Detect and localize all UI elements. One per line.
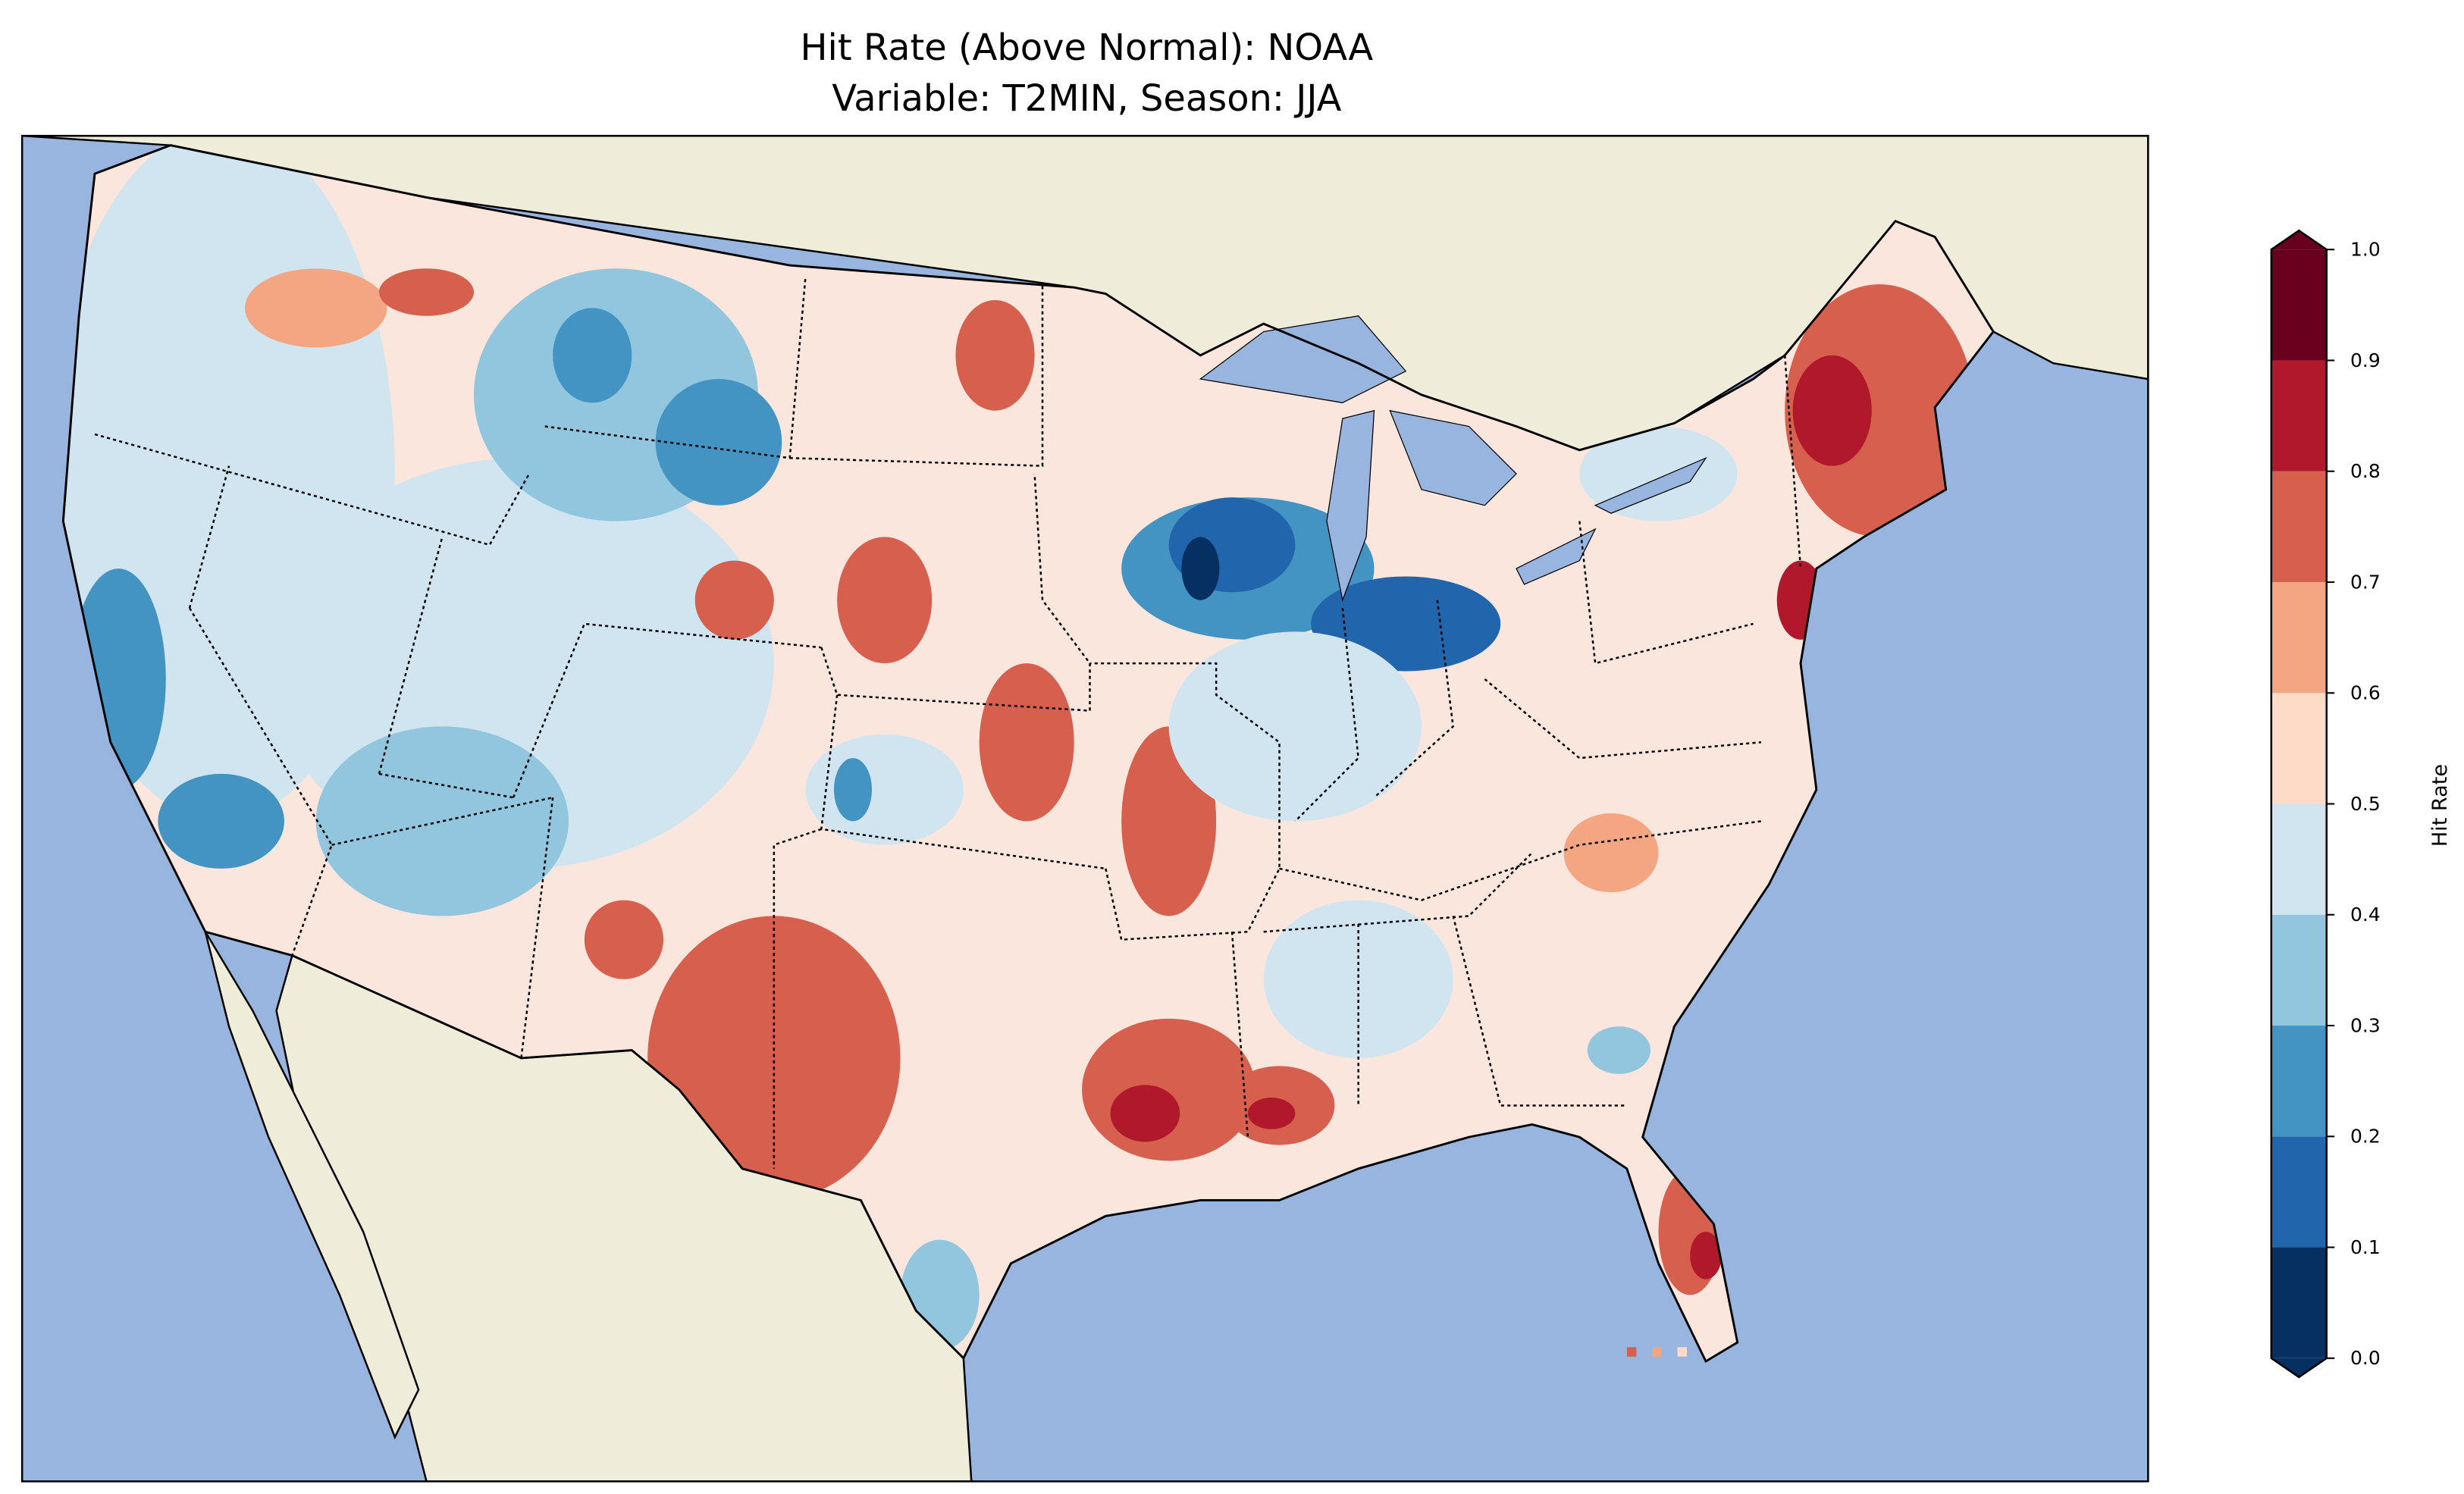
colorbar-tick-label: 0.0 xyxy=(2350,1347,2381,1369)
map-frame xyxy=(20,134,2149,1483)
great-lakes xyxy=(1199,315,1707,603)
colorbar-segment xyxy=(2271,471,2327,582)
colorbar-tick-label: 0.5 xyxy=(2350,793,2381,815)
hit-rate-field xyxy=(63,145,1975,1351)
colorbar-segment xyxy=(2271,581,2327,694)
colorbar-tick-label: 0.4 xyxy=(2350,904,2381,926)
colorbar-tick-label: 0.3 xyxy=(2350,1014,2381,1036)
colorbar-segment xyxy=(2271,803,2327,915)
baja-peninsula xyxy=(204,931,420,1440)
colorbar-segment xyxy=(2271,914,2327,1026)
colorbar-tick-label: 0.6 xyxy=(2350,682,2381,704)
colorbar-segment xyxy=(2271,693,2327,804)
colorbar-label: Hit Rate xyxy=(2428,764,2452,847)
chart-title-line1: Hit Rate (Above Normal): NOAA xyxy=(801,27,1374,69)
colorbar-extend-min xyxy=(2271,1358,2327,1377)
chart-title-line2: Variable: T2MIN, Season: JJA xyxy=(832,78,1341,120)
colorbar-extend-max xyxy=(2271,230,2327,250)
colorbar-segment xyxy=(2271,1026,2327,1137)
colorbar-segment xyxy=(2271,1136,2327,1248)
colorbar-segment xyxy=(2271,249,2327,361)
colorbar-segment xyxy=(2271,360,2327,471)
colorbar-tick-label: 0.2 xyxy=(2350,1126,2381,1148)
colorbar-tick-label: 1.0 xyxy=(2350,239,2381,261)
colorbar-tick-label: 0.8 xyxy=(2350,460,2381,482)
colorbar-tick-label: 0.1 xyxy=(2350,1236,2381,1258)
colorbar-tick-label: 0.9 xyxy=(2350,349,2381,371)
colorbar-tick-label: 0.7 xyxy=(2350,571,2381,593)
colorbar-segment xyxy=(2271,1247,2327,1358)
state-borders xyxy=(94,276,1802,1169)
colorbar: 0.0 0.1 0.2 0.3 0.4 0.5 0.6 0.7 0.8 0.9 1.0 xyxy=(2270,229,2381,1379)
